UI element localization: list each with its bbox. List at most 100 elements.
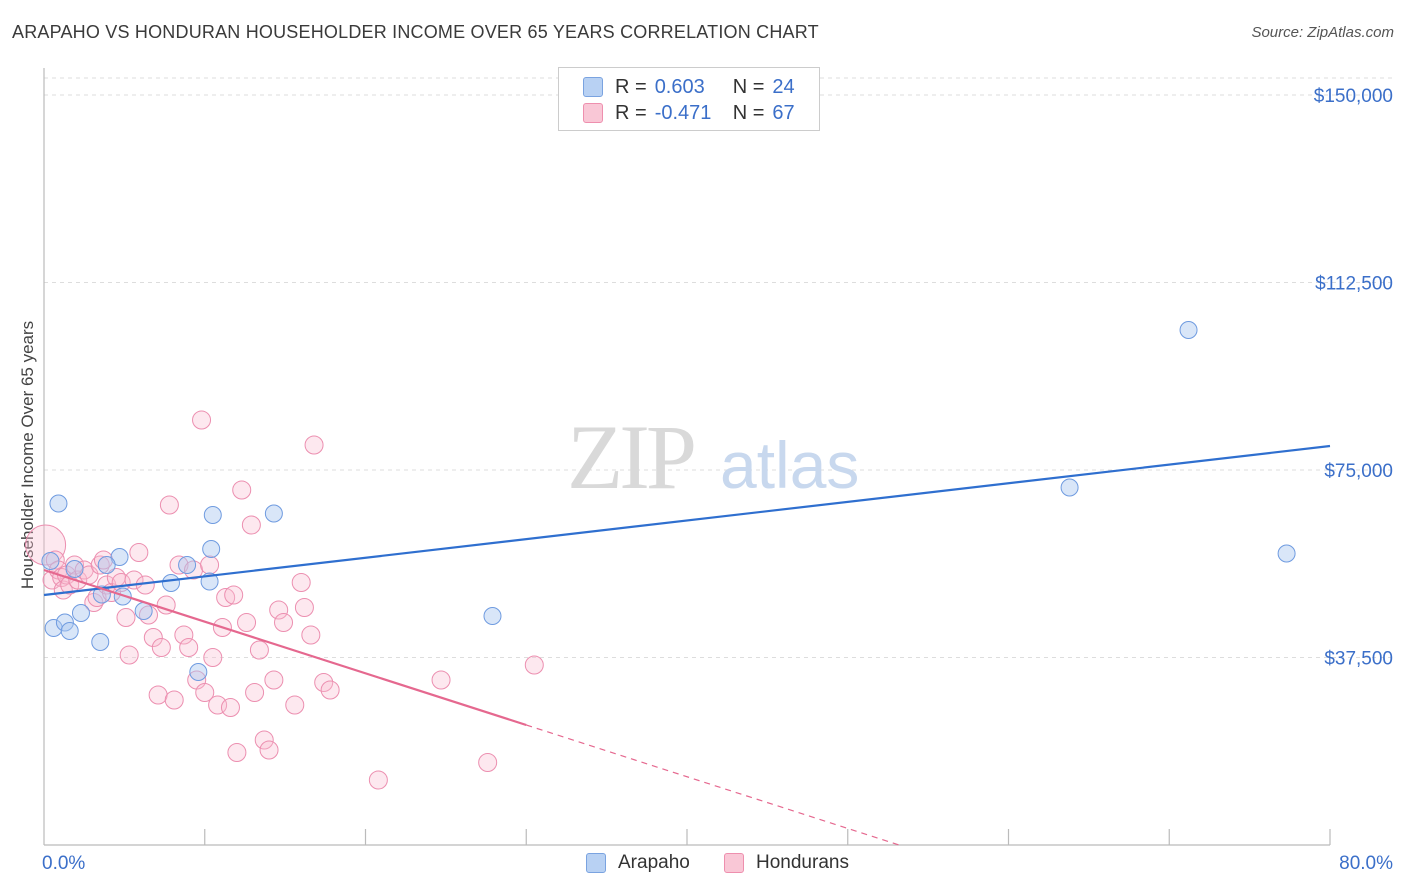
point-hondurans [232, 480, 252, 500]
trend-layer [43, 444, 1331, 846]
series-legend: Arapaho Hondurans [0, 852, 1406, 876]
points-layer [25, 321, 1296, 790]
point-arapaho [97, 556, 116, 574]
point-arapaho [203, 506, 222, 524]
point-arapaho [55, 613, 74, 632]
point-hondurans [148, 685, 168, 705]
point-arapaho [189, 663, 208, 681]
series-legend-swatch-hondurans [724, 853, 744, 873]
point-arapaho [65, 560, 84, 578]
point-hondurans [192, 410, 212, 430]
point-hondurans [259, 740, 279, 760]
legend-r-value-arapaho: 0.603 [654, 75, 705, 98]
trend-line-arapaho [43, 444, 1331, 597]
point-hondurans [156, 595, 176, 615]
point-hondurans [524, 655, 544, 675]
point-arapaho [49, 494, 68, 513]
correlation-legend: R = 0.603 N = 24 R = -0.471 N = 67 [558, 67, 820, 131]
point-hondurans [304, 435, 324, 455]
point-hondurans [285, 695, 305, 715]
trend-line-hondurans-extension [526, 724, 900, 846]
point-hondurans [90, 555, 110, 575]
point-hondurans [224, 585, 244, 605]
legend-r-label: R = [615, 101, 647, 124]
legend-r-value-hondurans: -0.471 [654, 101, 712, 124]
point-hondurans [216, 588, 236, 607]
point-hondurans [65, 555, 85, 575]
point-arapaho [91, 633, 110, 651]
legend-swatch-arapaho [583, 77, 603, 97]
point-hondurans [227, 743, 247, 762]
point-hondurans [203, 648, 223, 667]
y-tick-label: $37,500 [1324, 649, 1393, 670]
point-hondurans [143, 628, 163, 647]
point-hondurans [241, 515, 261, 535]
point-arapaho [1277, 544, 1296, 563]
legend-n-value-arapaho: 24 [772, 75, 795, 98]
x-tick-label-min: 0.0% [42, 853, 85, 874]
point-hondurans [274, 613, 294, 632]
point-hondurans [200, 555, 220, 575]
point-hondurans [254, 730, 274, 750]
y-tick-label: $112,500 [1315, 274, 1393, 295]
point-hondurans [249, 640, 269, 660]
y-tick-label: $75,000 [1324, 461, 1393, 482]
series-legend-hondurans[interactable]: Hondurans [724, 852, 849, 874]
point-arapaho [41, 552, 60, 570]
point-hondurans [291, 573, 311, 592]
chart-title: ARAPAHO VS HONDURAN HOUSEHOLDER INCOME O… [12, 22, 819, 42]
point-hondurans [245, 683, 265, 702]
point-hondurans [116, 608, 136, 627]
point-arapaho [71, 604, 90, 622]
point-hondurans [301, 625, 321, 645]
point-arapaho [264, 504, 283, 523]
watermark: ZIP atlas [567, 406, 859, 508]
point-hondurans [159, 495, 179, 515]
point-hondurans [294, 598, 314, 617]
point-arapaho [110, 548, 129, 566]
point-hondurans [25, 524, 67, 566]
point-hondurans [151, 638, 171, 657]
point-hondurans [129, 543, 149, 562]
point-arapaho [178, 556, 197, 574]
trend-line-hondurans [43, 568, 527, 727]
axis-layer: $37,500 $75,000 $112,500 $150,000 0.0% 80.0% [42, 68, 1393, 874]
point-arapaho [483, 607, 502, 625]
legend-r-label: R = [615, 75, 647, 98]
source-label: Source: ZipAtlas.com [1251, 24, 1394, 41]
legend-row-hondurans: R = -0.471 N = 67 [583, 101, 795, 125]
legend-n-label: N = [732, 101, 765, 124]
point-hondurans [478, 753, 498, 772]
watermark-atlas: atlas [720, 428, 859, 502]
point-arapaho [1179, 321, 1198, 339]
point-hondurans [431, 670, 451, 690]
point-hondurans [220, 698, 240, 717]
legend-n-label: N = [732, 75, 765, 98]
point-hondurans [179, 638, 199, 657]
point-hondurans [368, 770, 388, 790]
point-arapaho [60, 622, 79, 640]
legend-row-arapaho: R = 0.603 N = 24 [583, 75, 795, 99]
point-hondurans [53, 580, 73, 600]
point-hondurans [174, 625, 194, 645]
point-arapaho [202, 540, 221, 558]
point-hondurans [320, 680, 340, 700]
point-arapaho [161, 574, 180, 592]
point-hondurans [264, 670, 284, 690]
point-arapaho [113, 587, 132, 606]
point-hondurans [93, 550, 113, 570]
point-hondurans [195, 683, 215, 702]
point-arapaho [1060, 478, 1079, 497]
series-legend-swatch-arapaho [586, 853, 606, 873]
x-tick-label-max: 80.0% [1339, 853, 1393, 874]
watermark-zip: ZIP [567, 406, 694, 508]
point-hondurans [164, 690, 184, 710]
legend-swatch-hondurans [583, 103, 603, 123]
point-hondurans [269, 600, 289, 620]
series-legend-arapaho[interactable]: Arapaho [586, 852, 690, 874]
legend-n-value-hondurans: 67 [772, 101, 795, 124]
series-legend-label-arapaho: Arapaho [618, 852, 690, 873]
series-legend-label-hondurans: Hondurans [756, 852, 849, 873]
point-hondurans [119, 645, 139, 665]
